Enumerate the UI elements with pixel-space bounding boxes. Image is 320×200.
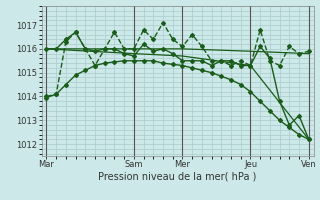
X-axis label: Pression niveau de la mer( hPa ): Pression niveau de la mer( hPa )	[99, 172, 257, 182]
